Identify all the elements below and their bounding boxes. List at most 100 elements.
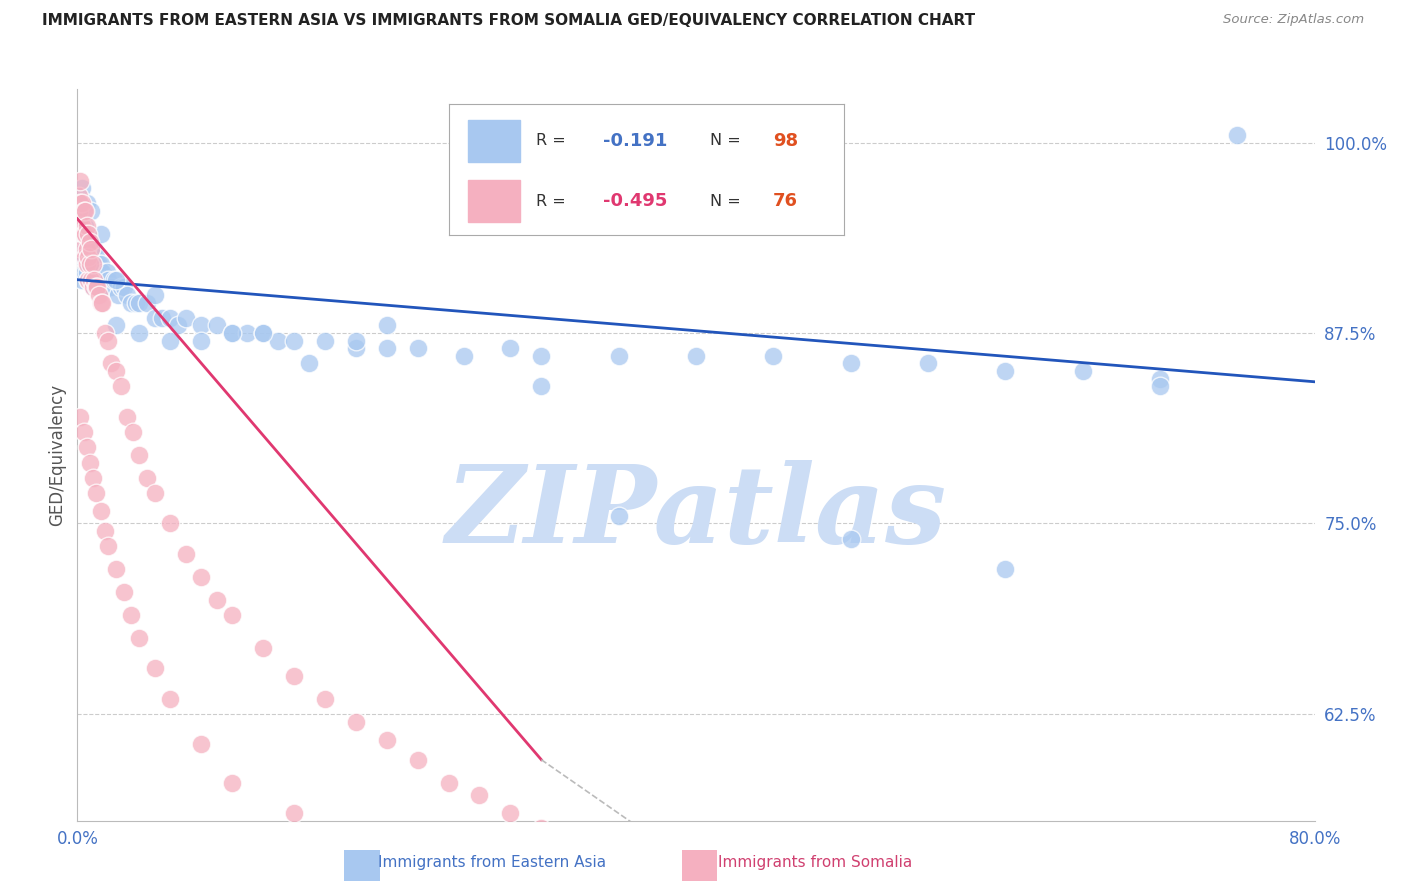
Point xyxy=(453,349,475,363)
Point xyxy=(221,775,243,789)
Point xyxy=(72,204,94,219)
Point xyxy=(91,265,114,279)
Point xyxy=(93,273,115,287)
Point xyxy=(159,691,181,706)
Point xyxy=(167,318,190,333)
Point xyxy=(174,310,197,325)
Point xyxy=(77,250,100,264)
Point xyxy=(994,562,1017,576)
Point xyxy=(87,257,110,271)
Point xyxy=(839,356,862,371)
Point xyxy=(70,219,93,234)
Point xyxy=(79,273,101,287)
Point xyxy=(159,516,181,531)
Point xyxy=(375,341,398,355)
Point xyxy=(70,273,93,287)
Point xyxy=(75,250,96,264)
Point xyxy=(190,334,212,348)
Point xyxy=(77,257,100,271)
Point xyxy=(76,242,98,256)
Point xyxy=(298,356,321,371)
Text: ZIPatlas: ZIPatlas xyxy=(446,460,946,566)
Point xyxy=(76,257,98,271)
Point xyxy=(499,341,522,355)
Point xyxy=(115,409,138,424)
Point xyxy=(190,570,212,584)
Point xyxy=(406,341,429,355)
Point xyxy=(82,265,104,279)
Point xyxy=(136,471,159,485)
Point xyxy=(136,295,159,310)
Point xyxy=(82,471,104,485)
Point xyxy=(530,379,553,393)
Point xyxy=(437,867,460,881)
Point xyxy=(143,310,166,325)
Point xyxy=(75,242,96,256)
Point xyxy=(174,547,197,561)
Point xyxy=(121,295,143,310)
Point xyxy=(205,592,228,607)
Point xyxy=(159,310,181,325)
Point xyxy=(77,235,100,249)
Point xyxy=(87,288,110,302)
Point xyxy=(1149,372,1171,386)
Point xyxy=(122,425,145,439)
Point xyxy=(530,822,553,836)
Point xyxy=(94,524,117,538)
Point xyxy=(499,805,522,820)
Point xyxy=(90,257,111,271)
Point xyxy=(105,562,127,576)
Point xyxy=(97,540,120,554)
Point xyxy=(685,349,707,363)
Point xyxy=(103,273,125,287)
Point xyxy=(67,189,90,203)
Point xyxy=(72,227,94,241)
Point xyxy=(236,326,259,340)
Text: IMMIGRANTS FROM EASTERN ASIA VS IMMIGRANTS FROM SOMALIA GED/EQUIVALENCY CORRELAT: IMMIGRANTS FROM EASTERN ASIA VS IMMIGRAN… xyxy=(42,13,976,29)
Point xyxy=(100,280,122,294)
Point xyxy=(80,204,103,219)
Point xyxy=(190,318,212,333)
Point xyxy=(83,242,105,256)
Point xyxy=(607,508,630,523)
Point xyxy=(70,181,93,195)
Point xyxy=(1226,128,1249,142)
Point xyxy=(69,250,91,264)
Point xyxy=(84,250,107,264)
Point xyxy=(67,204,90,219)
Point xyxy=(86,280,108,294)
Point xyxy=(143,288,166,302)
Point xyxy=(112,585,135,599)
Point xyxy=(143,661,166,675)
Point xyxy=(70,196,93,211)
Point xyxy=(143,486,166,500)
Point xyxy=(80,242,103,256)
Point xyxy=(128,448,150,462)
Point xyxy=(107,288,129,302)
Point xyxy=(128,295,150,310)
Point xyxy=(97,273,120,287)
Point xyxy=(283,334,305,348)
Point xyxy=(252,326,274,340)
Point xyxy=(159,334,181,348)
Point xyxy=(82,280,104,294)
Point xyxy=(80,273,103,287)
Point xyxy=(100,356,122,371)
Point xyxy=(1071,364,1094,378)
Point xyxy=(90,227,111,241)
Point xyxy=(82,280,104,294)
Point xyxy=(77,273,100,287)
Point xyxy=(128,326,150,340)
Text: Immigrants from Somalia: Immigrants from Somalia xyxy=(718,855,912,870)
Text: Immigrants from Eastern Asia: Immigrants from Eastern Asia xyxy=(378,855,606,870)
Point xyxy=(105,364,127,378)
Point xyxy=(76,196,98,211)
Point xyxy=(76,242,98,256)
Point xyxy=(437,775,460,789)
Point xyxy=(67,235,90,249)
Point xyxy=(344,837,367,851)
Point xyxy=(79,456,101,470)
Point xyxy=(94,280,117,294)
Point xyxy=(75,265,96,279)
Point xyxy=(375,318,398,333)
